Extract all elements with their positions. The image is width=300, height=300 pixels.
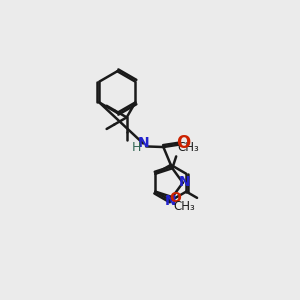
Text: N: N bbox=[165, 194, 177, 208]
Text: O: O bbox=[169, 191, 181, 205]
Text: O: O bbox=[176, 134, 190, 152]
Text: N: N bbox=[179, 175, 191, 189]
Text: N: N bbox=[137, 136, 149, 151]
Text: CH₃: CH₃ bbox=[173, 200, 195, 213]
Text: H: H bbox=[132, 141, 141, 154]
Text: CH₃: CH₃ bbox=[178, 141, 200, 154]
